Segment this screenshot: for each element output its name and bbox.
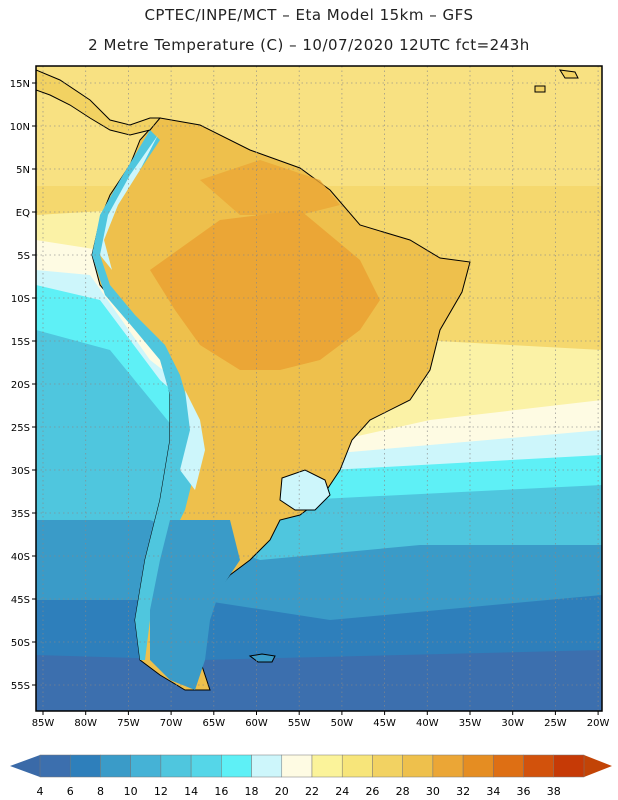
lat-label: EQ [16, 208, 30, 219]
colorbar-label: 12 [154, 785, 168, 798]
lon-label: 20W [587, 718, 610, 729]
colorbar-swatch [553, 754, 585, 778]
lon-label: 45W [373, 718, 396, 729]
hot-core-region [150, 210, 380, 370]
colorbar-label: 30 [426, 785, 440, 798]
colorbar-label: 16 [214, 785, 228, 798]
colorbar-label: 4 [37, 785, 44, 798]
colorbar-label: 24 [335, 785, 349, 798]
lat-label: 55S [11, 681, 30, 692]
map-frame [35, 65, 603, 712]
lat-label: 15S [11, 337, 30, 348]
lat-label: 15N [10, 79, 30, 90]
colorbar-swatch [190, 754, 222, 778]
lat-label: 10N [10, 122, 30, 133]
lon-label: 25W [544, 718, 567, 729]
lat-label: 35S [11, 509, 30, 520]
colorbar-label: 32 [456, 785, 470, 798]
colorbar-low-arrow [10, 755, 40, 777]
lon-label: 40W [416, 718, 439, 729]
colorbar-label: 22 [305, 785, 319, 798]
map-field [36, 66, 602, 711]
colorbar-label: 34 [486, 785, 500, 798]
colorbar-label: 36 [517, 785, 531, 798]
colorbar-swatch [251, 754, 283, 778]
lat-label: 50S [11, 638, 30, 649]
lat-label: 20S [11, 380, 30, 391]
colorbar-label: 38 [547, 785, 561, 798]
colorbar-swatch [493, 754, 524, 778]
andes-snow-strip [100, 135, 205, 490]
northern-warm-region [200, 160, 340, 215]
colorbar-swatch [69, 754, 101, 778]
lon-label: 75W [117, 718, 140, 729]
colorbar-swatch [39, 754, 71, 778]
lat-label: 45S [11, 595, 30, 606]
axis-ticks [32, 82, 599, 715]
colorbar-label: 6 [67, 785, 74, 798]
colorbar-swatch [523, 754, 555, 778]
colorbar-swatch [402, 754, 434, 778]
colorbar-labels: 4 6 8 10 12 14 16 18 20 22 24 26 28 30 32 34 36 38 [37, 785, 561, 798]
lon-label: 65W [202, 718, 225, 729]
longitude-labels: 85W 80W 75W 70W 65W 60W 55W 50W 45W 40W 35W 30W 25W 2… [32, 718, 610, 729]
patagonia-cold [150, 520, 240, 690]
lon-label: 60W [245, 718, 268, 729]
colorbar-label: 10 [124, 785, 138, 798]
uruguay-region [279, 469, 331, 511]
colorbar-label: 20 [275, 785, 289, 798]
colorbar-label: 28 [396, 785, 410, 798]
lon-label: 30W [501, 718, 524, 729]
lon-label: 85W [32, 718, 55, 729]
colorbar-label: 8 [97, 785, 104, 798]
lon-label: 70W [160, 718, 183, 729]
colorbar-swatch [100, 754, 131, 778]
colorbar-swatch [160, 754, 192, 778]
lon-label: 35W [459, 718, 482, 729]
lon-label: 55W [288, 718, 311, 729]
colorbar [10, 754, 612, 778]
latitude-labels: 15N 10N 5N EQ 5S 10S 15S 20S 25S 30S 35S 40S 45S 50S 5… [10, 79, 30, 692]
colorbar-label: 26 [365, 785, 379, 798]
colorbar-swatch [432, 754, 464, 778]
colorbar-label: 18 [245, 785, 259, 798]
colorbar-swatch [130, 754, 162, 778]
lat-label: 5S [17, 251, 30, 262]
colorbar-swatch [462, 754, 494, 778]
lat-label: 5N [16, 165, 30, 176]
coldest-ocean-band [36, 650, 602, 711]
colorbar-label: 14 [184, 785, 198, 798]
colorbar-swatch [221, 754, 252, 778]
lat-label: 40S [11, 552, 30, 563]
lon-label: 80W [74, 718, 97, 729]
lat-label: 25S [11, 423, 30, 434]
colorbar-swatch [311, 754, 343, 778]
caribbean-islands [534, 69, 579, 93]
chart-title-line2: 2 Metre Temperature (C) – 10/07/2020 12U… [88, 36, 530, 54]
colorbar-high-arrow [584, 755, 612, 777]
central-america-land [36, 69, 162, 136]
chart-title-line1: CPTEC/INPE/MCT – Eta Model 15km – GFS [144, 6, 474, 24]
colorbar-swatch [281, 754, 313, 778]
lat-label: 10S [11, 294, 30, 305]
lat-label: 30S [11, 466, 30, 477]
colorbar-swatch [372, 754, 403, 778]
colorbar-swatch [341, 754, 373, 778]
lon-label: 50W [331, 718, 354, 729]
